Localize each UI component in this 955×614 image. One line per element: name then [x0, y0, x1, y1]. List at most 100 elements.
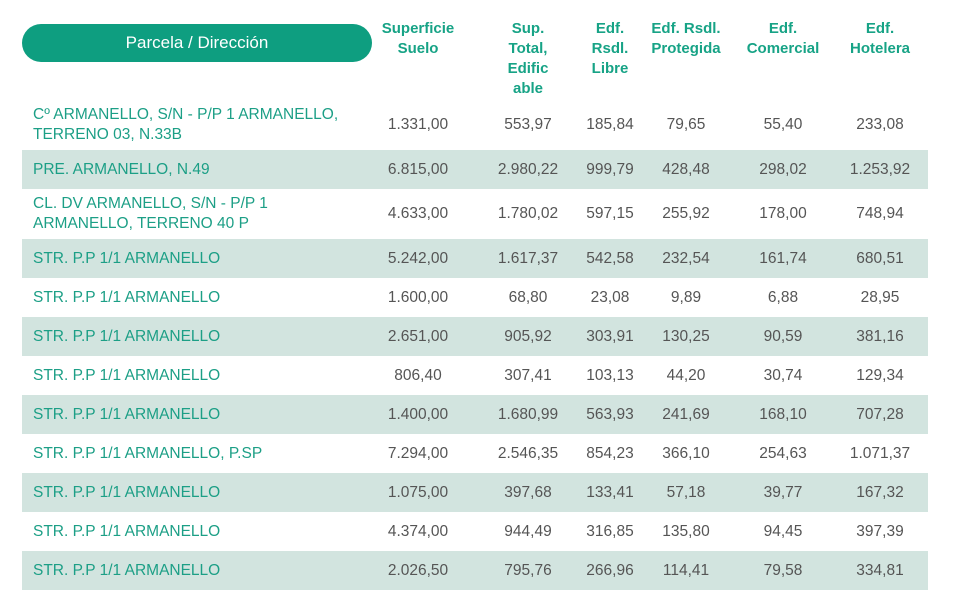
number-cell: 1.780,02 — [497, 205, 559, 222]
header-line: Total, — [508, 40, 548, 57]
number-cell: 1.331,00 — [387, 116, 449, 133]
address-cell: PRE. ARMANELLO, N.49 — [33, 160, 210, 178]
address-cell: Cº ARMANELLO, S/N - P/P 1 ARMANELLO, TER… — [33, 106, 339, 143]
header-line: Protegida — [651, 40, 721, 57]
number-cell: 168,10 — [759, 405, 807, 423]
column-header: Edf. Rsdl. Libre — [592, 19, 629, 79]
number-cell: 266,96 — [586, 561, 634, 579]
number-cell: 806,40 — [394, 366, 442, 384]
header-line: able — [512, 80, 543, 97]
table-row: Cº ARMANELLO, S/N - P/P 1 ARMANELLO, TER… — [22, 100, 928, 150]
column-header: Edf. Comercial — [747, 19, 820, 59]
address-cell: CL. DV ARMANELLO, S/N - P/P 1 ARMANELLO,… — [33, 195, 268, 232]
address-cell: STR. P.P 1/1 ARMANELLO — [33, 327, 221, 345]
number-cell: 2.651,00 — [387, 327, 449, 345]
number-cell: 161,74 — [759, 249, 807, 267]
number-cell: 233,08 — [856, 116, 904, 133]
table-row: STR. P.P 1/1 ARMANELLO 1.075,00 397,68 133,… — [22, 473, 928, 512]
number-cell: 28,95 — [860, 288, 900, 306]
number-cell: 114,41 — [662, 561, 710, 579]
header-line: Superficie — [381, 20, 455, 37]
number-cell: 94,45 — [763, 522, 803, 540]
number-cell: 1.617,37 — [497, 249, 559, 267]
number-cell: 563,93 — [586, 405, 634, 423]
number-cell: 1.680,99 — [497, 405, 559, 423]
header-line: Suelo — [397, 40, 439, 57]
number-cell: 905,92 — [504, 327, 552, 345]
number-cell: 999,79 — [586, 160, 634, 178]
address-cell: STR. P.P 1/1 ARMANELLO, P.SP — [33, 444, 263, 462]
number-cell: 748,94 — [856, 205, 904, 222]
header-line: Edific — [507, 60, 549, 77]
number-cell: 553,97 — [504, 116, 552, 133]
number-cell: 44,20 — [666, 366, 706, 384]
number-cell: 4.633,00 — [387, 205, 449, 222]
number-cell: 334,81 — [856, 561, 904, 579]
header-line: Edf. — [768, 20, 798, 37]
number-cell: 1.600,00 — [387, 288, 449, 306]
number-cell: 307,41 — [504, 366, 552, 384]
number-cell: 316,85 — [586, 522, 634, 540]
table-row: STR. P.P 1/1 ARMANELLO 1.600,00 68,80 23,08… — [22, 278, 928, 317]
header-line: Rsdl. — [591, 40, 629, 57]
header-line: Sup. — [511, 20, 545, 37]
number-cell: 795,76 — [504, 561, 552, 579]
number-cell: 241,69 — [662, 405, 710, 423]
number-cell: 79,65 — [666, 116, 706, 133]
table-row: STR. P.P 1/1 ARMANELLO 806,40 307,41 103,13… — [22, 356, 928, 395]
number-cell: 2.980,22 — [497, 160, 559, 178]
number-cell: 232,54 — [662, 249, 710, 267]
number-cell: 428,48 — [662, 160, 710, 178]
number-cell: 7.294,00 — [387, 444, 449, 462]
table-row: STR. P.P 1/1 ARMANELLO 2.651,00 905,92 303,… — [22, 317, 928, 356]
header-line: Edf. — [865, 20, 895, 37]
number-cell: 133,41 — [586, 483, 634, 501]
number-cell: 1.253,92 — [849, 160, 911, 178]
number-cell: 2.546,35 — [497, 444, 559, 462]
number-cell: 6.815,00 — [387, 160, 449, 178]
number-cell: 30,74 — [763, 366, 803, 384]
number-cell: 135,80 — [662, 522, 710, 540]
address-cell: STR. P.P 1/1 ARMANELLO — [33, 249, 221, 267]
number-cell: 254,63 — [759, 444, 807, 462]
number-cell: 90,59 — [763, 327, 803, 345]
number-cell: 5.242,00 — [387, 249, 449, 267]
number-cell: 255,92 — [662, 205, 710, 222]
table-row: CL. DV ARMANELLO, S/N - P/P 1 ARMANELLO,… — [22, 189, 928, 239]
header-line: Hotelera — [849, 40, 911, 57]
number-cell: 854,23 — [586, 444, 634, 462]
number-cell: 707,28 — [856, 405, 904, 423]
table-row: STR. P.P 1/1 ARMANELLO 4.374,00 944,49 316,… — [22, 512, 928, 551]
header-line: Edf. Rsdl. — [651, 20, 721, 37]
address-cell: STR. P.P 1/1 ARMANELLO — [33, 405, 221, 423]
number-cell: 39,77 — [763, 483, 803, 501]
number-cell: 6,88 — [767, 288, 799, 306]
number-cell: 130,25 — [662, 327, 710, 345]
header-line: Libre — [591, 60, 629, 77]
number-cell: 1.071,37 — [849, 444, 911, 462]
number-cell: 103,13 — [586, 366, 634, 384]
header-pill: Parcela / Dirección — [22, 24, 372, 62]
number-cell: 185,84 — [586, 116, 634, 133]
number-cell: 178,00 — [759, 205, 807, 222]
header-line: Edf. — [595, 20, 625, 37]
number-cell: 397,39 — [856, 522, 904, 540]
number-cell: 397,68 — [504, 483, 552, 501]
number-cell: 129,34 — [856, 366, 904, 384]
table-row: STR. P.P 1/1 ARMANELLO 1.400,00 1.680,99 56… — [22, 395, 928, 434]
address-cell: STR. P.P 1/1 ARMANELLO — [33, 561, 221, 579]
number-cell: 366,10 — [662, 444, 710, 462]
number-cell: 2.026,50 — [387, 561, 449, 579]
number-cell: 23,08 — [590, 288, 630, 306]
address-cell: STR. P.P 1/1 ARMANELLO — [33, 522, 221, 540]
number-cell: 597,15 — [586, 205, 634, 222]
address-cell: STR. P.P 1/1 ARMANELLO — [33, 483, 221, 501]
number-cell: 542,58 — [586, 249, 634, 267]
column-header: Edf. Rsdl. Protegida — [651, 19, 720, 59]
number-cell: 1.400,00 — [387, 405, 449, 423]
number-cell: 298,02 — [759, 160, 807, 178]
table-row: STR. P.P 1/1 ARMANELLO, P.SP 7.294,00 2.54… — [22, 434, 928, 473]
number-cell: 167,32 — [856, 483, 904, 501]
number-cell: 57,18 — [666, 483, 706, 501]
number-cell: 55,40 — [763, 116, 803, 133]
